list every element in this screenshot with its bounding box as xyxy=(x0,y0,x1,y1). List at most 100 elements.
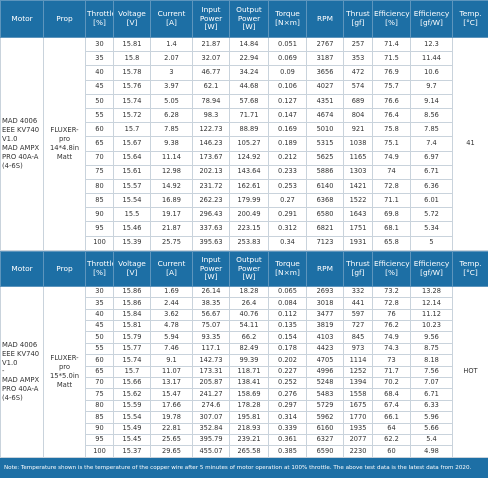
value-cell: 15.86 xyxy=(113,285,151,299)
value-cell: 4027 xyxy=(306,79,344,95)
value-cell: 7.4 xyxy=(410,136,453,152)
value-cell: 62.2 xyxy=(372,433,411,447)
value-cell: 118.71 xyxy=(229,365,269,378)
value-cell: 12.14 xyxy=(410,297,453,310)
value-cell: 0.147 xyxy=(268,107,307,124)
value-cell: 100 xyxy=(85,445,114,458)
value-cell: 2767 xyxy=(306,36,344,53)
value-cell: 40 xyxy=(85,65,114,81)
tables: Motor Prop Throttle [%] Voltage [V] Current … xyxy=(0,0,488,458)
value-cell: 15.72 xyxy=(113,107,151,124)
motor-line: MAD AMPX PRO 40A-A (4-6S) xyxy=(2,143,40,170)
value-cell: 0.106 xyxy=(268,79,307,95)
value-cell: 15.39 xyxy=(113,235,151,251)
value-cell: 0.276 xyxy=(268,388,307,401)
value-cell: 1421 xyxy=(343,178,373,195)
motor-cell: MAD 4006 EEE KV740 V1.0- MAD AMPX PRO 40A… xyxy=(0,285,44,458)
temp-cell: HOT xyxy=(452,285,488,458)
value-cell: 173.67 xyxy=(192,150,230,166)
value-cell: 15.64 xyxy=(113,150,151,166)
value-cell: 257 xyxy=(343,36,373,53)
value-cell: 66.2 xyxy=(229,331,269,344)
value-cell: 16.89 xyxy=(150,193,193,209)
value-cell: 727 xyxy=(343,319,373,333)
value-cell: 5.72 xyxy=(410,207,453,223)
value-cell: 0.069 xyxy=(268,51,307,67)
data-row: 85 15.54 16.89 262.23 179.99 0.27 6368 1522 71.1… xyxy=(1,193,488,209)
value-cell: 73 xyxy=(372,354,411,367)
value-cell: 15.54 xyxy=(113,193,151,209)
value-cell: 68.1 xyxy=(372,221,411,237)
header-cell: Voltage [V] xyxy=(113,250,151,287)
value-cell: 6.71 xyxy=(410,164,453,180)
value-cell: 34.24 xyxy=(229,65,269,81)
header-cell: Input Power [W] xyxy=(192,250,230,287)
header-cell: Thrust [gf] xyxy=(343,0,373,38)
value-cell: 5.66 xyxy=(410,422,453,435)
data-row: 60 15.7 7.85 122.73 88.89 0.169 5010 921 75.8 7.8… xyxy=(1,122,488,138)
value-cell: 78.94 xyxy=(192,93,230,109)
value-cell: 15.5 xyxy=(113,207,151,223)
value-cell: 29.65 xyxy=(150,445,193,458)
value-cell: 15.76 xyxy=(113,79,151,95)
header-cell: Throttle [%] xyxy=(85,0,114,38)
header-cell: Prop xyxy=(43,250,86,287)
value-cell: 85 xyxy=(85,411,114,424)
data-table: Motor Prop Throttle [%] Voltage [V] Current … xyxy=(0,0,488,251)
value-cell: 10.6 xyxy=(410,65,453,81)
value-cell: 15.74 xyxy=(113,354,151,367)
value-cell: 3.62 xyxy=(150,308,193,322)
value-cell: 98.3 xyxy=(192,107,230,124)
value-cell: 2230 xyxy=(343,445,373,458)
value-cell: 6.01 xyxy=(410,193,453,209)
header-cell: Prop xyxy=(43,0,86,38)
value-cell: 44.68 xyxy=(229,79,269,95)
value-cell: 18.28 xyxy=(229,285,269,299)
value-cell: 0.27 xyxy=(268,193,307,209)
value-cell: 122.73 xyxy=(192,122,230,138)
value-cell: 7.85 xyxy=(150,122,193,138)
value-cell: 162.61 xyxy=(229,178,269,195)
value-cell: 179.99 xyxy=(229,193,269,209)
value-cell: 65 xyxy=(85,136,114,152)
value-cell: 74.9 xyxy=(372,150,411,166)
value-cell: 10.23 xyxy=(410,319,453,333)
value-cell: 60 xyxy=(85,354,114,367)
value-cell: 262.23 xyxy=(192,193,230,209)
value-cell: 4996 xyxy=(306,365,344,378)
value-cell: 55 xyxy=(85,107,114,124)
value-cell: 239.21 xyxy=(229,433,269,447)
value-cell: 30 xyxy=(85,36,114,53)
value-cell: 75.7 xyxy=(372,79,411,95)
value-cell: 353 xyxy=(343,51,373,67)
value-cell: 4423 xyxy=(306,342,344,356)
value-cell: 55 xyxy=(85,342,114,356)
data-row: 70 15.64 11.14 173.67 124.92 0.212 5625 1165 74.… xyxy=(1,150,488,166)
value-cell: 15.81 xyxy=(113,36,151,53)
value-cell: 80 xyxy=(85,399,114,413)
value-cell: 7.46 xyxy=(150,342,193,356)
value-cell: 178.28 xyxy=(229,399,269,413)
data-row: MAD 4006 EEE KV740 V1.0- MAD AMPX PRO 40A… xyxy=(0,285,488,458)
value-cell: 296.43 xyxy=(192,207,230,223)
header-cell: Temp. [°C] xyxy=(452,250,488,287)
header-cell: Efficiency [gf/W] xyxy=(410,250,453,287)
value-cell: 65.8 xyxy=(372,235,411,251)
value-cell: 202.13 xyxy=(192,164,230,180)
value-cell: 13.28 xyxy=(410,285,453,299)
value-cell: 15.57 xyxy=(113,178,151,195)
value-cell: 7.56 xyxy=(410,365,453,378)
data-row: 35 15.86 2.44 38.35 26.4 0.084 3018 441 72.8 12.1… xyxy=(1,297,488,310)
value-cell: 69.8 xyxy=(372,207,411,223)
value-cell: 11.07 xyxy=(150,365,193,378)
value-cell: 62.1 xyxy=(192,79,230,95)
value-cell: 85 xyxy=(85,193,114,209)
value-cell: 21.87 xyxy=(150,221,193,237)
value-cell: 82.49 xyxy=(229,342,269,356)
value-cell: 72.8 xyxy=(372,178,411,195)
value-cell: 973 xyxy=(343,342,373,356)
data-row: 65 15.67 9.38 146.23 105.27 0.189 5315 1038 75.1… xyxy=(1,136,488,152)
value-cell: 597 xyxy=(343,308,373,322)
value-cell: 15.62 xyxy=(113,388,151,401)
value-cell: 12.3 xyxy=(410,36,453,53)
